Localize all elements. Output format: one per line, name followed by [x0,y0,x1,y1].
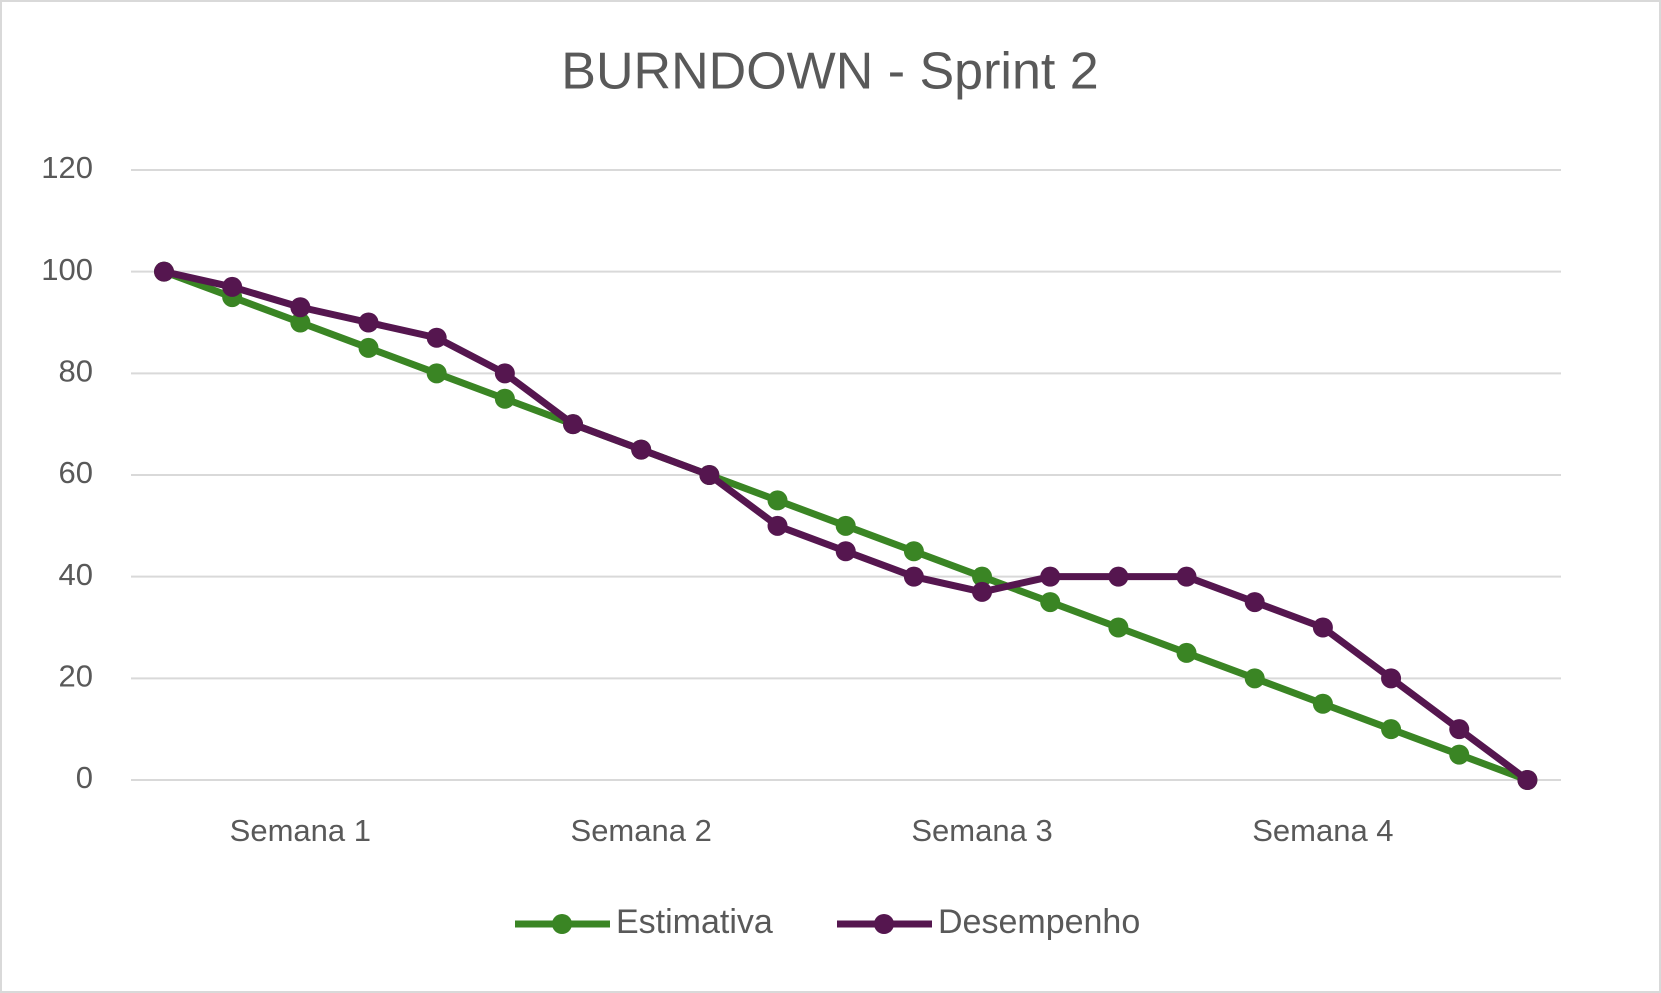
x-tick-label: Semana 4 [1252,813,1393,848]
point [563,414,584,435]
legend-label: Estimativa [616,903,773,941]
legend-label: Desempenho [938,903,1140,941]
point [426,363,447,384]
point [835,515,856,536]
point [1244,668,1265,689]
x-tick-label: Semana 1 [230,813,371,848]
point [835,541,856,562]
chart-title: BURNDOWN - Sprint 2 [561,43,1098,101]
point [631,439,652,460]
y-tick-label: 120 [41,150,93,185]
point [1312,617,1333,638]
point [358,337,379,358]
legend-marker [874,914,894,934]
y-tick-label: 40 [59,557,93,592]
y-tick-label: 80 [59,354,93,389]
point [1381,668,1402,689]
point [290,297,311,318]
point [154,261,174,282]
point [290,312,311,333]
point [1244,592,1265,613]
y-tick-label: 100 [41,252,93,287]
point [972,581,993,602]
point [1449,719,1470,740]
point [358,312,379,333]
point [1517,770,1538,790]
point [1312,693,1333,714]
point [972,566,993,587]
point [903,566,924,587]
x-tick-label: Semana 2 [571,813,712,848]
point [1040,592,1061,613]
x-tick-label: Semana 3 [911,813,1052,848]
point [494,363,515,384]
point [1040,566,1061,587]
legend-marker [552,914,572,934]
point [494,388,515,409]
point [1108,617,1129,638]
y-tick-label: 60 [59,455,93,490]
y-tick-label: 20 [59,659,93,694]
point [767,515,788,536]
point [1176,642,1197,663]
y-tick-label: 0 [76,760,93,795]
point [426,327,447,348]
point [1176,566,1197,587]
point [1381,719,1402,740]
point [1449,744,1470,765]
point [767,490,788,511]
point [903,541,924,562]
point [222,276,243,297]
point [699,465,720,485]
point [1108,566,1129,587]
